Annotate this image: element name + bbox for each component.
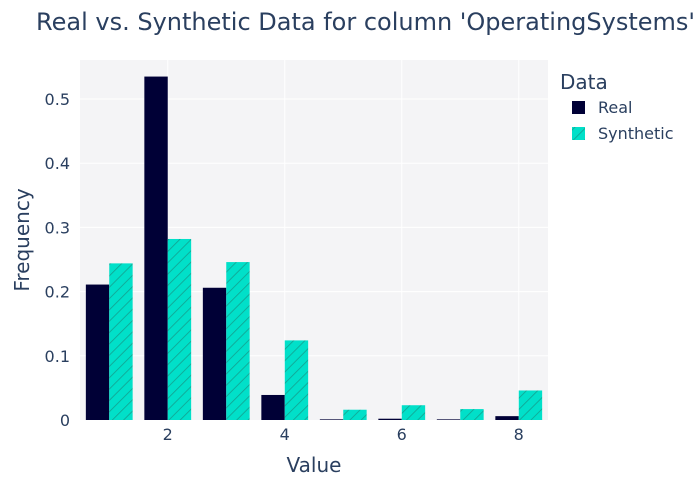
legend-title: Data — [560, 70, 608, 94]
bar-synthetic-2[interactable] — [167, 238, 192, 420]
bar-real-5[interactable] — [319, 419, 344, 420]
x-tick-label: 4 — [280, 425, 290, 444]
y-axis-title: Frequency — [10, 188, 34, 291]
legend-swatch-real — [572, 101, 585, 114]
bar-real-7[interactable] — [436, 419, 461, 420]
bar-synthetic-5[interactable] — [343, 409, 367, 420]
bar-synthetic-4[interactable] — [284, 340, 309, 420]
bar-synthetic-6[interactable] — [401, 405, 426, 420]
x-tick-label: 2 — [163, 425, 173, 444]
x-tick-label: 8 — [514, 425, 524, 444]
y-tick-label: 0.3 — [45, 218, 70, 237]
bar-real-3[interactable] — [202, 287, 227, 420]
bar-real-6[interactable] — [378, 418, 402, 420]
bar-real-1[interactable] — [85, 284, 110, 420]
bar-real-8[interactable] — [495, 416, 519, 420]
legend[interactable]: Data Real Synthetic — [560, 70, 674, 143]
y-tick-label: 0.5 — [45, 90, 70, 109]
y-tick-label: 0 — [60, 411, 70, 430]
bar-synthetic-8[interactable] — [518, 390, 543, 420]
bar-real-4[interactable] — [261, 394, 285, 420]
legend-label-real: Real — [598, 98, 633, 117]
x-axis-title: Value — [287, 453, 342, 477]
bar-synthetic-3[interactable] — [226, 262, 250, 420]
x-tick-label: 6 — [397, 425, 407, 444]
y-tick-label: 0.2 — [45, 283, 70, 302]
bar-synthetic-1[interactable] — [109, 263, 133, 420]
bars — [85, 76, 543, 420]
bar-synthetic-7[interactable] — [460, 409, 484, 420]
bar-real-2[interactable] — [144, 76, 168, 420]
y-tick-labels: 0 0.1 0.2 0.3 0.4 0.5 — [45, 90, 70, 430]
y-tick-label: 0.4 — [45, 154, 70, 173]
y-tick-label: 0.1 — [45, 347, 70, 366]
legend-swatch-synthetic — [572, 127, 585, 140]
legend-label-synthetic: Synthetic — [598, 124, 674, 143]
chart-title: Real vs. Synthetic Data for column 'Oper… — [36, 8, 695, 36]
x-tick-labels: 2 4 6 8 — [163, 425, 524, 444]
